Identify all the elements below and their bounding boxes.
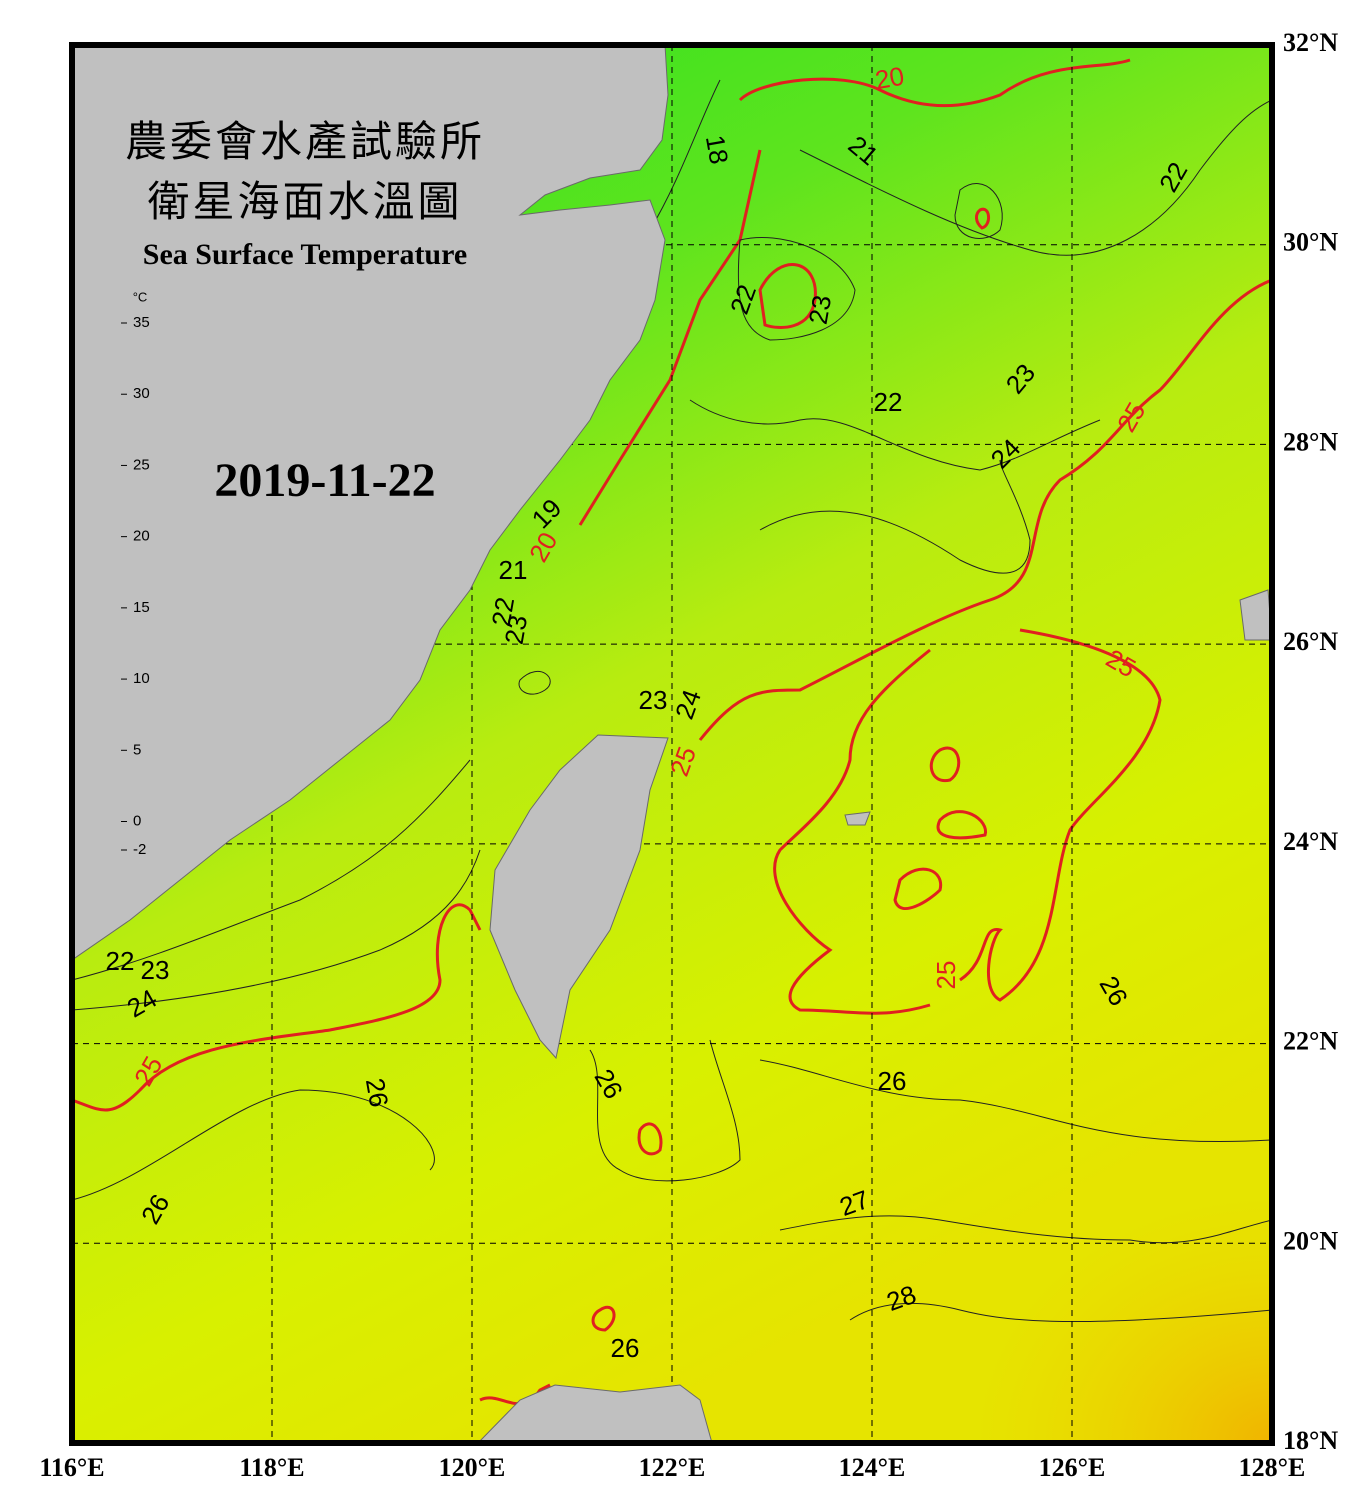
- colorbar-ticks: 35 30 25 20 15 10 5 0 -2: [121, 314, 150, 858]
- colorbar-tick-label: 15: [133, 599, 150, 616]
- contour-line: [849, 1303, 1272, 1323]
- lat-tick-label: 20°N: [1283, 1226, 1338, 1255]
- contour-line: [893, 867, 943, 911]
- contour-label: 22: [874, 387, 903, 417]
- contour-line: [959, 628, 1162, 1002]
- map-frame: [69, 42, 1275, 1446]
- title-zh: 農委會水產試驗所: [125, 117, 485, 166]
- colorbar-tick-label: 10: [133, 670, 150, 687]
- lat-tick-label: 26°N: [1283, 627, 1338, 656]
- contour-line: [518, 670, 551, 695]
- island: [844, 811, 871, 826]
- contour-line: [479, 1383, 551, 1406]
- contour-line: [649, 79, 721, 231]
- lat-tick-label: 32°N: [1283, 28, 1338, 57]
- contour-label: 20: [873, 61, 907, 96]
- contour-line: [72, 759, 471, 981]
- colorbar-tick-label: 25: [133, 456, 150, 473]
- title-en: Sea Surface Temperature: [143, 238, 467, 271]
- contour-line: [578, 149, 762, 526]
- lon-tick-label: 118°E: [239, 1453, 304, 1482]
- contour-label: 23: [803, 293, 838, 327]
- contour-25-lines: [72, 58, 1272, 1406]
- contour-line: [738, 58, 1131, 108]
- contour-line: [759, 459, 1031, 574]
- contour-label: 22: [486, 595, 521, 629]
- contour-line: [698, 278, 1272, 741]
- lat-tick-label: 22°N: [1283, 1027, 1338, 1056]
- land: [72, 45, 1272, 1443]
- title-zh: 衛星海面水溫圖: [147, 177, 462, 226]
- contour-line: [799, 99, 1272, 256]
- contour-line: [929, 746, 961, 783]
- contour-line: [72, 849, 481, 1011]
- contour-label: 23: [499, 613, 534, 647]
- contour-label: 26: [611, 1333, 640, 1363]
- date: 2019-11-22: [214, 454, 435, 507]
- contour-line: [689, 399, 1101, 471]
- lon-tick-label: 126°E: [1039, 1453, 1106, 1482]
- contour-label: 23: [141, 955, 170, 985]
- taiwan: [489, 734, 669, 1060]
- lon-tick-label: 120°E: [439, 1453, 506, 1482]
- contour-line: [637, 1122, 663, 1156]
- contour-label: 26: [878, 1066, 907, 1096]
- contour-line: [936, 810, 987, 840]
- colorbar-tick-label: 35: [133, 314, 150, 331]
- mainland: [72, 45, 669, 961]
- contour-label: 22: [106, 946, 135, 976]
- contour-line: [954, 183, 1003, 239]
- lat-tick-label: 28°N: [1283, 427, 1338, 456]
- contour-line: [72, 1089, 435, 1201]
- contour-label: 21: [499, 555, 528, 585]
- lon-tick-label: 122°E: [639, 1453, 706, 1482]
- contour-line: [759, 1059, 1272, 1143]
- contour-line: [758, 263, 817, 329]
- contour-line: [72, 903, 482, 1112]
- island: [1239, 589, 1272, 641]
- axis-labels: 116°E 118°E 120°E 122°E 124°E 126°E 128°E18°N 2…: [39, 28, 1338, 1482]
- colorbar-unit: °C: [133, 289, 148, 304]
- contour-thin-lines: [72, 79, 1272, 1323]
- contour-label: 23: [639, 685, 668, 715]
- colorbar-tick-label: 0: [133, 812, 141, 829]
- contour-label: 25: [931, 961, 961, 990]
- contour-label: 18: [700, 133, 735, 167]
- lat-tick-label: 18°N: [1283, 1426, 1338, 1455]
- contour-line: [589, 1039, 741, 1182]
- lon-tick-label: 128°E: [1239, 1453, 1306, 1482]
- contour-line: [773, 648, 931, 1015]
- lat-tick-label: 30°N: [1283, 228, 1338, 257]
- lon-tick-label: 124°E: [839, 1453, 906, 1482]
- lon-tick-label: 116°E: [39, 1453, 104, 1482]
- warm-region: [672, 945, 1272, 1443]
- colorbar-tick-label: -2: [133, 841, 146, 858]
- colorbar-tick-label: 20: [133, 528, 150, 545]
- luzon: [477, 1384, 713, 1443]
- contour-line: [975, 207, 990, 230]
- lat-tick-label: 24°N: [1283, 827, 1338, 856]
- colorbar-tick-label: 30: [133, 385, 150, 402]
- contour-line: [779, 1215, 1272, 1244]
- contour-label: 26: [360, 1076, 395, 1110]
- colorbar-tick-label: 5: [133, 741, 141, 758]
- contour-line: [591, 1306, 616, 1332]
